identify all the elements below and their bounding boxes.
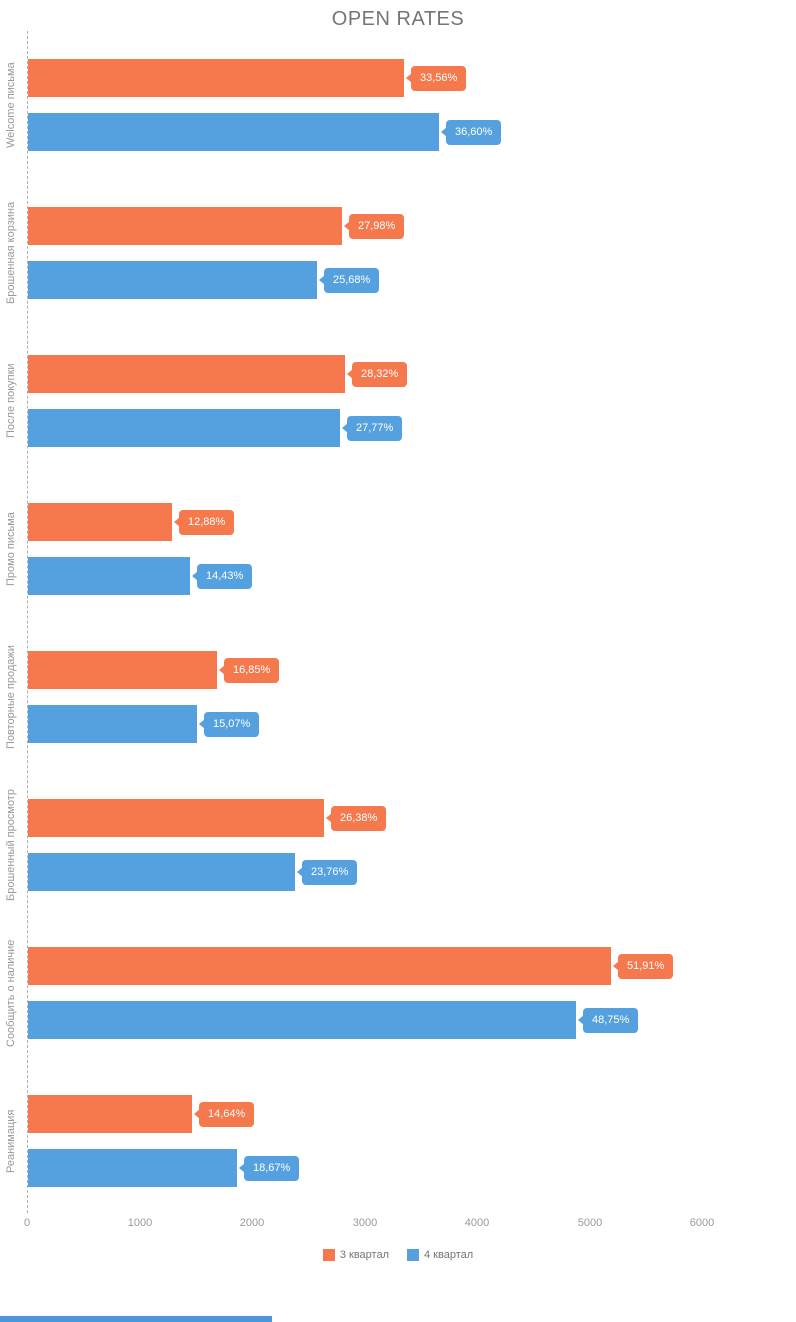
- plot-wrap: Welcome письма 33,56% 36,60% Брошенная корз…: [5, 31, 796, 1233]
- legend-swatch: [407, 1249, 419, 1261]
- bar-row: 18,67%: [28, 1149, 796, 1187]
- value-callout: 26,38%: [331, 805, 387, 831]
- category-group: После покупки 28,32% 27,77%: [5, 355, 796, 447]
- category-label: Повторные продажи: [5, 645, 17, 749]
- value-callout: 51,91%: [618, 953, 674, 979]
- bar-series-1[interactable]: [28, 503, 172, 541]
- legend-label: 3 квартал: [339, 1249, 389, 1261]
- value-callout: 27,77%: [347, 415, 403, 441]
- category-label: Сообщить о наличие: [5, 939, 17, 1047]
- category-group: Брошенный просмотр 26,38% 23,76%: [5, 789, 796, 901]
- bar-series-2[interactable]: [28, 705, 197, 743]
- bar-series-2[interactable]: [28, 1001, 576, 1039]
- bar-row: 14,64%: [28, 1095, 796, 1133]
- x-axis-tick-label: 6000: [689, 1217, 715, 1229]
- bar-row: 15,07%: [28, 705, 796, 743]
- bar-row: 33,56%: [28, 59, 796, 97]
- value-callout: 14,43%: [197, 563, 253, 589]
- category-label: Реанимация: [5, 1109, 17, 1173]
- plot-area: Welcome письма 33,56% 36,60% Брошенная корз…: [5, 31, 796, 1213]
- category-group: Брошенная корзина 27,98% 25,68%: [5, 202, 796, 304]
- category-label: Брошенный просмотр: [5, 789, 17, 901]
- bar-series-1[interactable]: [28, 207, 342, 245]
- value-callout: 48,75%: [583, 1007, 639, 1033]
- bar-series-2[interactable]: [28, 557, 190, 595]
- bar-row: 28,32%: [28, 355, 796, 393]
- bar-series-2[interactable]: [28, 1149, 237, 1187]
- bar-series-1[interactable]: [28, 651, 217, 689]
- bar-row: 26,38%: [28, 799, 796, 837]
- value-callout: 25,68%: [324, 267, 380, 293]
- category-group: Welcome письма 33,56% 36,60%: [5, 59, 796, 151]
- x-axis-tick-label: 1000: [127, 1217, 153, 1229]
- value-callout: 23,76%: [302, 859, 358, 885]
- bar-row: 23,76%: [28, 853, 796, 891]
- legend-item[interactable]: 4 квартал: [407, 1249, 473, 1261]
- legend-swatch: [322, 1249, 335, 1261]
- bar-groups: Welcome письма 33,56% 36,60% Брошенная корз…: [5, 59, 796, 1187]
- bar-series-1[interactable]: [28, 355, 345, 393]
- x-axis-tick-label: 2000: [239, 1217, 265, 1229]
- chart-title: OPEN RATES: [331, 8, 465, 30]
- bar-row: 14,43%: [28, 557, 796, 595]
- bar-row: 51,91%: [28, 947, 796, 985]
- x-axis: 0 1000 2000 3000 4000 5000 6000: [23, 1217, 796, 1233]
- value-callout: 14,64%: [199, 1101, 255, 1127]
- x-axis-tick-label: 0: [23, 1217, 31, 1229]
- legend-item[interactable]: 3 квартал: [322, 1249, 389, 1261]
- category-group: Повторные продажи 16,85% 15,07%: [5, 645, 796, 749]
- x-axis-tick-label: 3000: [352, 1217, 378, 1229]
- x-axis-tick-label: 5000: [577, 1217, 603, 1229]
- category-group: Промо письма 12,88% 14,43%: [5, 503, 796, 595]
- bar-series-1[interactable]: [28, 1095, 192, 1133]
- value-callout: 15,07%: [204, 711, 260, 737]
- legend: 3 квартал 4 квартал: [0, 1249, 796, 1261]
- value-callout: 28,32%: [352, 361, 408, 387]
- bar-row: 12,88%: [28, 503, 796, 541]
- value-callout: 18,67%: [244, 1155, 300, 1181]
- category-group: Реанимация 14,64% 18,67%: [5, 1095, 796, 1187]
- bar-series-2[interactable]: [28, 409, 340, 447]
- bar-series-2[interactable]: [28, 261, 317, 299]
- bar-row: 48,75%: [28, 1001, 796, 1039]
- bar-row: 25,68%: [28, 261, 796, 299]
- bar-series-1[interactable]: [28, 799, 324, 837]
- value-callout: 36,60%: [446, 119, 502, 145]
- value-callout: 16,85%: [224, 657, 280, 683]
- category-label: Промо письма: [5, 512, 17, 586]
- bar-row: 16,85%: [28, 651, 796, 689]
- bar-series-1[interactable]: [28, 59, 404, 97]
- legend-label: 4 квартал: [424, 1249, 474, 1261]
- value-callout: 27,98%: [349, 213, 405, 239]
- bar-row: 27,98%: [28, 207, 796, 245]
- category-label: После покупки: [5, 363, 17, 439]
- category-label: Брошенная корзина: [5, 201, 17, 305]
- bar-series-1[interactable]: [28, 947, 611, 985]
- bar-series-2[interactable]: [28, 853, 295, 891]
- bar-row: 27,77%: [28, 409, 796, 447]
- bar-series-2[interactable]: [28, 113, 439, 151]
- category-label: Welcome письма: [5, 62, 17, 148]
- x-axis-tick-label: 4000: [464, 1217, 490, 1229]
- bar-row: 36,60%: [28, 113, 796, 151]
- category-group: Сообщить о наличие 51,91% 48,75%: [5, 939, 796, 1047]
- scrollbar-thumb[interactable]: [0, 1316, 272, 1322]
- value-callout: 12,88%: [179, 509, 235, 535]
- value-callout: 33,56%: [411, 65, 467, 91]
